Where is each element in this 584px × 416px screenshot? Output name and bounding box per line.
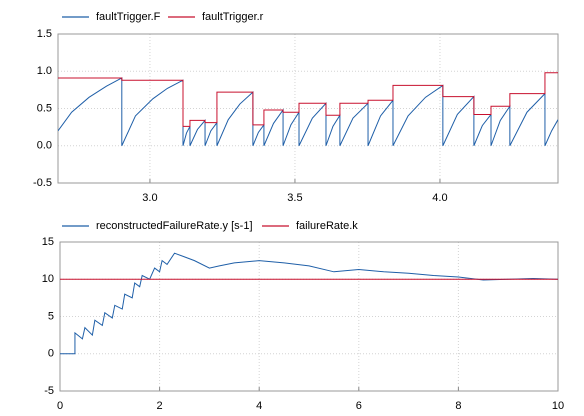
y-tick-label: -0.5 (33, 177, 52, 189)
y-tick-label: 0.0 (37, 140, 52, 152)
x-tick-label: 2 (157, 400, 163, 412)
series-line (58, 77, 558, 146)
series-line (58, 72, 558, 127)
x-tick-label: 10 (552, 400, 564, 412)
x-tick-label: 3.0 (142, 192, 157, 204)
plot-frame (57, 33, 559, 184)
series-line (60, 252, 558, 355)
y-tick-label: 1.5 (37, 28, 52, 40)
y-tick-label: 0 (48, 348, 54, 360)
legend-label: faultTrigger.F (96, 11, 161, 23)
legend-label: reconstructedFailureRate.y [s-1] (96, 220, 253, 232)
legend-label: faultTrigger.r (202, 11, 264, 23)
x-tick-label: 6 (356, 400, 362, 412)
plot-frame (59, 241, 559, 392)
y-tick-label: 10 (42, 273, 54, 285)
x-tick-label: 0 (57, 400, 63, 412)
y-tick-label: 5 (48, 310, 54, 322)
y-tick-label: -5 (44, 385, 54, 397)
x-tick-label: 3.5 (287, 192, 302, 204)
x-tick-label: 8 (455, 400, 461, 412)
legend-label: failureRate.k (296, 220, 358, 232)
x-tick-label: 4 (256, 400, 262, 412)
x-tick-label: 4.0 (432, 192, 447, 204)
y-tick-label: 1.0 (37, 65, 52, 77)
y-tick-label: 15 (42, 236, 54, 248)
y-tick-label: 0.5 (37, 102, 52, 114)
